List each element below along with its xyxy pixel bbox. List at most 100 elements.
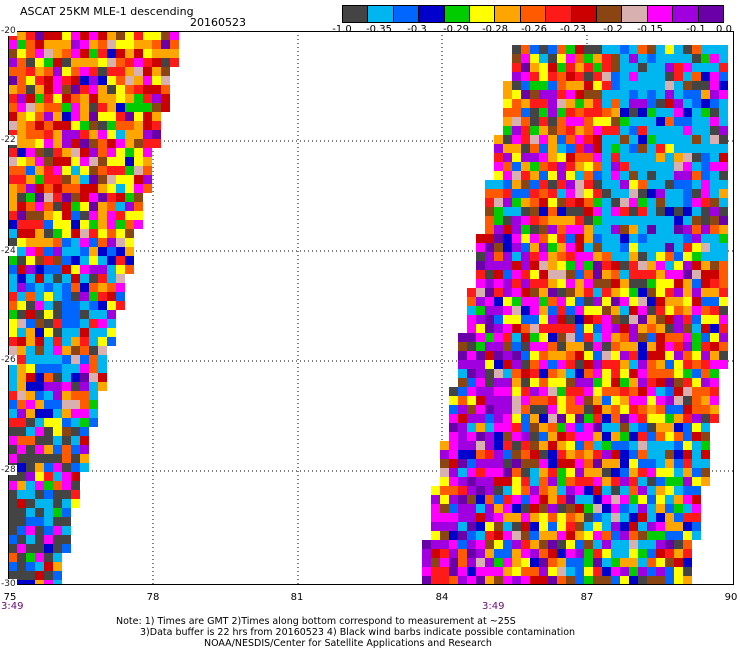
swath-cell [557,549,566,558]
swath-cell [512,162,521,171]
swath-cell [62,247,71,256]
swath-cell [458,513,467,522]
swath-cell [620,378,629,387]
swath-cell [71,292,80,301]
swath-cell [539,54,548,63]
swath-cell [143,85,152,94]
swath-cell [494,162,503,171]
swath-cell [89,247,98,256]
swath-cell [44,301,53,310]
swath-cell [548,306,557,315]
swath-cell [449,504,458,513]
swath-cell [539,342,548,351]
swath-cell [575,117,584,126]
swath-cell [53,76,62,85]
swath-cell [71,247,80,256]
swath-cell [557,297,566,306]
swath-cell [116,211,125,220]
swath-cell [629,405,638,414]
swath-cell [53,418,62,427]
swath-cell [683,540,692,549]
swath-cell [647,198,656,207]
swath-cell [692,486,701,495]
swath-cell [539,225,548,234]
swath-cell [593,171,602,180]
swath-cell [44,382,53,391]
swath-cell [611,72,620,81]
swath-cell [611,387,620,396]
swath-cell [620,342,629,351]
colorbar-label: -0.2 [603,24,623,35]
swath-cell [548,540,557,549]
swath-cell [17,265,26,274]
swath-cell [584,405,593,414]
swath-cell [539,162,548,171]
swath-cell [458,522,467,531]
swath-cell [710,351,719,360]
swath-cell [521,414,530,423]
swath-cell [35,553,44,562]
swath-cell [44,400,53,409]
swath-cell [692,81,701,90]
swath-cell [98,139,107,148]
swath-cell [467,414,476,423]
swath-cell [71,202,80,211]
swath-cell [458,486,467,495]
swath-cell [440,477,449,486]
swath-cell [638,495,647,504]
swath-cell [611,315,620,324]
swath-cell [638,225,647,234]
swath-cell [485,414,494,423]
swath-cell [80,58,89,67]
swath-cell [467,486,476,495]
swath-cell [62,121,71,130]
swath-cell [629,216,638,225]
swath-cell [647,369,656,378]
swath-cell [575,234,584,243]
swath-cell [53,508,62,517]
swath-cell [503,99,512,108]
swath-cell [638,504,647,513]
swath-cell [692,135,701,144]
swath-cell [512,342,521,351]
swath-cell [512,288,521,297]
swath-cell [521,342,530,351]
y-tick-label: -28 [0,465,17,475]
swath-cell [8,445,17,454]
swath-cell [17,103,26,112]
swath-cell [521,333,530,342]
swath-cell [566,513,575,522]
swath-cell [494,405,503,414]
swath-cell [17,202,26,211]
swath-cell [719,306,728,315]
swath-cell [503,90,512,99]
swath-cell [566,243,575,252]
swath-cell [620,81,629,90]
swath-cell [503,441,512,450]
swath-cell [710,261,719,270]
swath-cell [611,63,620,72]
swath-cell [107,292,116,301]
swath-cell [494,270,503,279]
swath-cell [62,337,71,346]
swath-cell [17,400,26,409]
swath-cell [593,243,602,252]
swath-cell [467,513,476,522]
swath-cell [710,360,719,369]
swath-cell [575,63,584,72]
swath-cell [620,369,629,378]
swath-cell [89,265,98,274]
swath-cell [638,351,647,360]
swath-cell [503,324,512,333]
swath-cell [611,45,620,54]
swath-cell [503,288,512,297]
swath-cell [539,189,548,198]
swath-cell [575,225,584,234]
swath-cell [611,432,620,441]
swath-cell [17,346,26,355]
swath-cell [17,463,26,472]
swath-cell [467,297,476,306]
swath-cell [8,481,17,490]
swath-cell [44,310,53,319]
swath-cell [566,270,575,279]
